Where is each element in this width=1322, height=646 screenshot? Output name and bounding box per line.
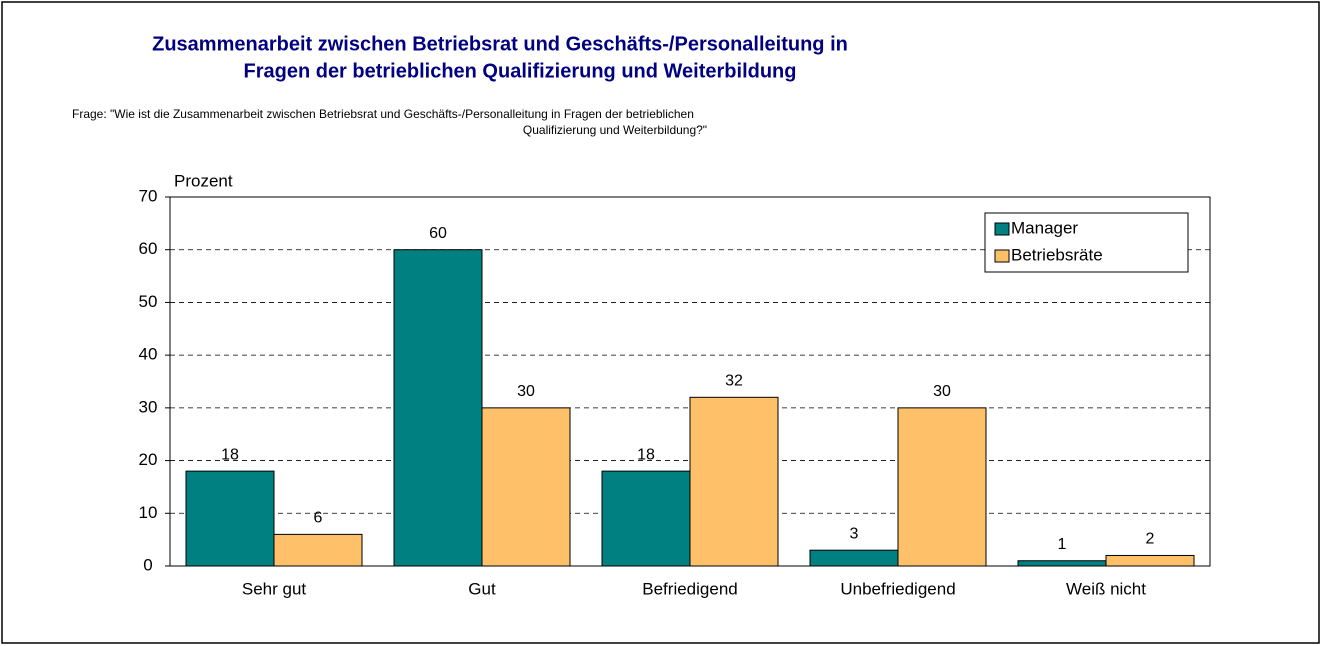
x-tick-label: Gut (468, 579, 496, 598)
bar (481, 407, 571, 567)
legend-swatch (994, 222, 1010, 236)
y-axis-label: Prozent (174, 171, 233, 190)
value-label: 18 (221, 446, 239, 463)
value-label: 60 (429, 225, 447, 242)
y-tick-label: 10 (139, 503, 158, 522)
y-tick-label: 70 (139, 186, 158, 205)
y-tick-label: 60 (139, 239, 158, 258)
bar (689, 396, 779, 567)
bar (393, 249, 483, 567)
value-label: 1 (1058, 536, 1067, 553)
legend (984, 212, 1189, 273)
value-label: 6 (314, 510, 323, 527)
x-tick-label: Befriedigend (642, 579, 737, 598)
x-tick-label: Weiß nicht (1066, 579, 1146, 598)
bar (273, 533, 363, 567)
chart-title: Zusammenarbeit zwischen Betriebsrat und … (152, 33, 848, 55)
y-tick-label: 30 (139, 397, 158, 416)
value-label: 2 (1146, 531, 1155, 548)
bar (1105, 554, 1195, 567)
x-tick-label: Sehr gut (242, 579, 307, 598)
y-tick-label: 50 (139, 292, 158, 311)
legend-label: Manager (1011, 218, 1078, 237)
value-label: 32 (725, 373, 743, 390)
bar (897, 407, 987, 567)
bar (601, 470, 691, 567)
subtitle: Frage: "Wie ist die Zusammenarbeit zwisc… (72, 107, 694, 121)
value-label: 30 (933, 383, 951, 400)
x-tick-label: Unbefriedigend (840, 579, 955, 598)
value-label: 18 (637, 446, 655, 463)
bar (1017, 560, 1107, 567)
subtitle: Qualifizierung und Weiterbildung?" (523, 123, 707, 137)
value-label: 30 (517, 383, 535, 400)
bar (185, 470, 275, 567)
chart-title: Fragen der betrieblichen Qualifizierung … (243, 60, 796, 82)
legend-swatch (994, 249, 1010, 263)
y-tick-label: 20 (139, 450, 158, 469)
legend-label: Betriebsräte (1011, 245, 1103, 264)
y-tick-label: 0 (143, 555, 152, 574)
bar (809, 549, 899, 567)
value-label: 3 (850, 525, 859, 542)
y-tick-label: 40 (139, 345, 158, 364)
